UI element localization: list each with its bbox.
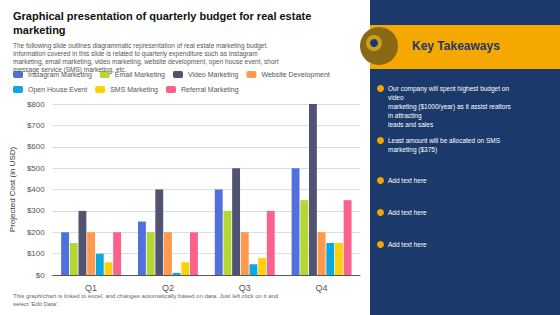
- svg-text:Referral Marketing: Referral Marketing: [181, 86, 239, 94]
- svg-text:Graphical presentation of quar: Graphical presentation of quarterly budg…: [13, 10, 314, 22]
- svg-text:Least amount will be allocated: Least amount will be allocated on SMS: [388, 137, 502, 144]
- svg-text:marketing ($375): marketing ($375): [388, 146, 437, 154]
- svg-text:$0: $0: [36, 271, 45, 280]
- svg-text:select 'Edit Data'.: select 'Edit Data'.: [13, 301, 59, 307]
- svg-text:message service (SMS) marketin: message service (SMS) marketing, etc.: [13, 66, 127, 74]
- svg-text:Our company will spent highest: Our company will spent highest budget on: [388, 85, 511, 93]
- svg-text:leads and sales: leads and sales: [388, 121, 434, 128]
- svg-text:Instagram Marketing: Instagram Marketing: [28, 71, 92, 78]
- svg-text:Projected Cost (in USD): Projected Cost (in USD): [8, 146, 17, 232]
- svg-text:Q2: Q2: [162, 283, 174, 293]
- svg-text:Video Marketing: Video Marketing: [188, 71, 239, 79]
- svg-text:marketing, email marketing, vi: marketing, email marketing, video market…: [13, 58, 280, 66]
- svg-text:This graph/chart is linked to: This graph/chart is linked to excel, and…: [13, 293, 280, 299]
- svg-text:$700: $700: [27, 121, 45, 130]
- svg-text:Open House Event: Open House Event: [28, 86, 87, 94]
- svg-text:$200: $200: [27, 228, 45, 237]
- svg-text:SMS Marketing: SMS Marketing: [110, 86, 158, 94]
- svg-text:video: video: [388, 94, 404, 101]
- svg-text:Q4: Q4: [316, 283, 328, 293]
- svg-text:marketing ($1000/year) as it a: marketing ($1000/year) as it assist real…: [388, 103, 513, 111]
- svg-text:Q3: Q3: [239, 283, 251, 293]
- svg-text:$600: $600: [27, 142, 45, 151]
- svg-text:in attracting: in attracting: [388, 112, 422, 120]
- svg-text:Add text here: Add text here: [388, 209, 427, 216]
- svg-text:marketing: marketing: [13, 24, 66, 36]
- svg-text:$500: $500: [27, 164, 45, 173]
- svg-text:Add text here: Add text here: [388, 241, 427, 248]
- svg-text:Q1: Q1: [85, 283, 97, 293]
- svg-text:$400: $400: [27, 185, 45, 194]
- svg-text:$800: $800: [27, 100, 45, 109]
- svg-text:Add text here: Add text here: [388, 177, 427, 184]
- svg-text:Website Development: Website Development: [261, 71, 329, 79]
- svg-text:Key Takeaways: Key Takeaways: [412, 39, 500, 53]
- svg-text:$300: $300: [27, 206, 45, 215]
- svg-text:The following slide outlines d: The following slide outlines diagrammati…: [13, 42, 270, 50]
- svg-text:Information covered in this sl: Information covered in this slide is rel…: [13, 50, 259, 58]
- svg-text:Email Marketing: Email Marketing: [114, 71, 165, 78]
- svg-text:$100: $100: [27, 249, 45, 258]
